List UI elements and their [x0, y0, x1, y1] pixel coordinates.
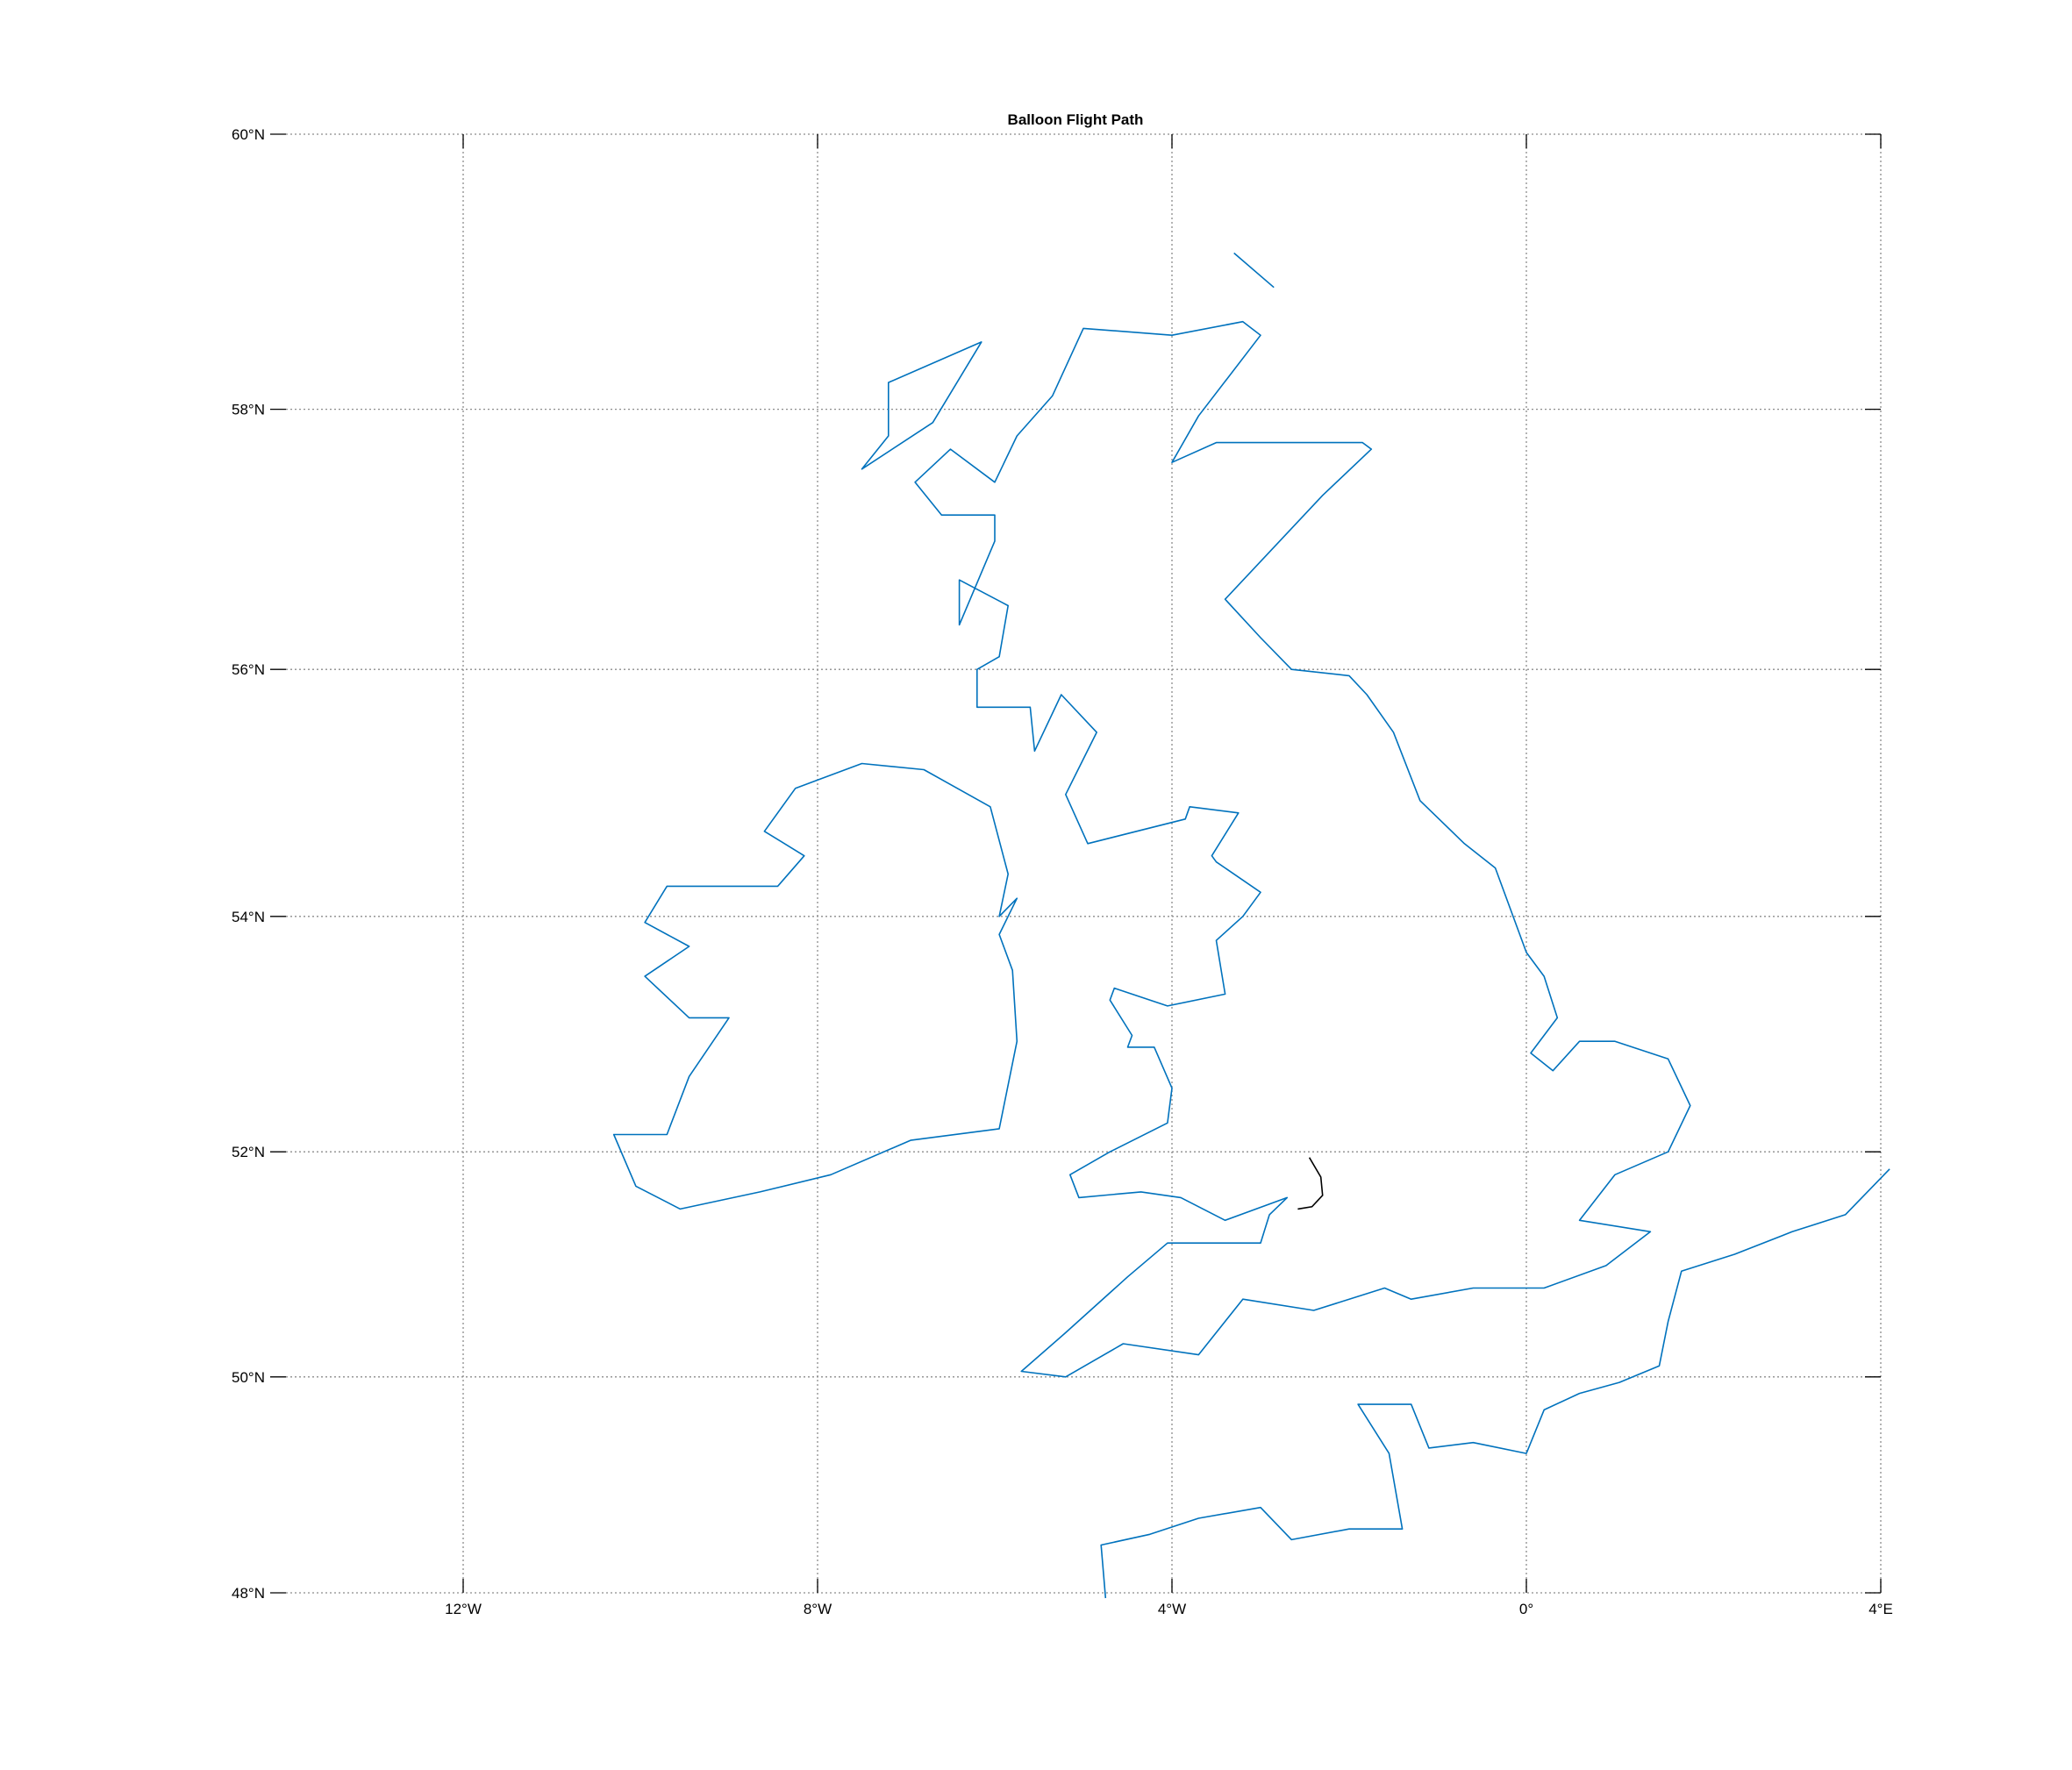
graticule: [286, 133, 1882, 1594]
coastline-continental-europe: [1100, 1168, 1890, 1599]
lon-tick-label: 4°E: [1868, 1601, 1893, 1617]
coastline-ireland: [612, 762, 1018, 1210]
lat-tick-label: 58°N: [232, 402, 265, 418]
lat-tick-label: 50°N: [232, 1369, 265, 1386]
lat-tick-label: 54°N: [232, 909, 265, 925]
map-title: Balloon Flight Path: [1008, 111, 1144, 128]
flight-path-layer: [1297, 1157, 1324, 1210]
coastline-great-britain: [914, 320, 1691, 1378]
lat-tick-label: 56°N: [232, 661, 265, 678]
coastlines: [612, 252, 1890, 1599]
lon-tick-label: 12°W: [445, 1601, 482, 1617]
lat-tick-label: 52°N: [232, 1144, 265, 1160]
lon-tick-label: 4°W: [1158, 1601, 1186, 1617]
lon-tick-label: 0°: [1519, 1601, 1533, 1617]
coastline-orkney: [1233, 252, 1275, 289]
balloon-flight-path: [1297, 1157, 1324, 1210]
lat-tick-label: 60°N: [232, 126, 265, 143]
coastline-lewis-and-harris: [861, 341, 982, 470]
lon-tick-label: 8°W: [804, 1601, 832, 1617]
axis-ticks: 60°N 58°N 56°N 54°N 52°N 50°N 48°N 12°W 8°W 4°W 0°…: [232, 126, 1893, 1617]
lat-tick-label: 48°N: [232, 1585, 265, 1602]
